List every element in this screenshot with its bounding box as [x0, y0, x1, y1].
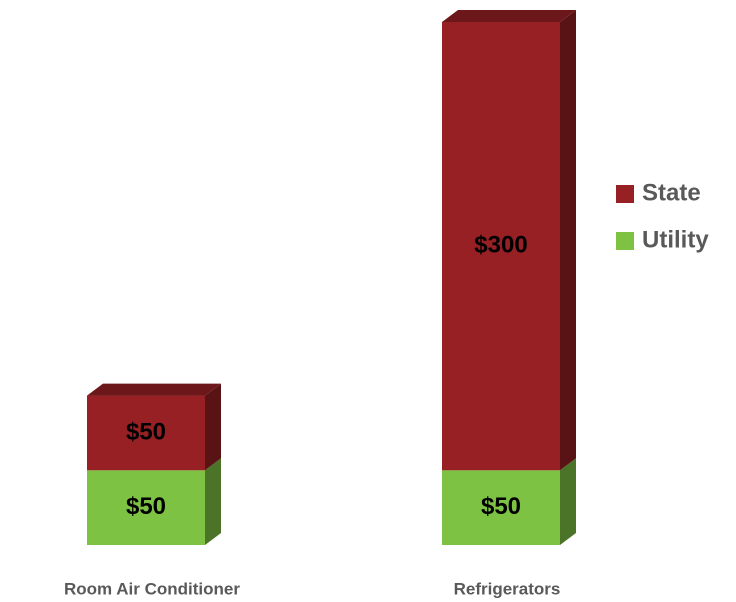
legend-swatch	[616, 232, 634, 250]
bar-side	[205, 458, 221, 545]
legend-label: State	[642, 179, 701, 206]
x-tick-label: Room Air Conditioner	[64, 579, 240, 598]
bar-segment	[87, 470, 205, 545]
bar-segment	[87, 395, 205, 471]
legend-swatch	[616, 185, 634, 203]
bar-segment	[442, 470, 560, 545]
value-label: $50	[126, 493, 166, 520]
value-label: $50	[481, 493, 521, 520]
bar-top	[87, 383, 221, 396]
bar-top	[442, 10, 576, 22]
value-label: $50	[126, 418, 166, 445]
legend-label: Utility	[642, 226, 709, 253]
value-label: $300	[474, 231, 527, 258]
bar-side	[560, 10, 576, 471]
bar-side	[560, 458, 576, 545]
bar-side	[205, 383, 221, 471]
bar-segment	[442, 22, 560, 471]
x-tick-label: Refrigerators	[454, 579, 561, 598]
